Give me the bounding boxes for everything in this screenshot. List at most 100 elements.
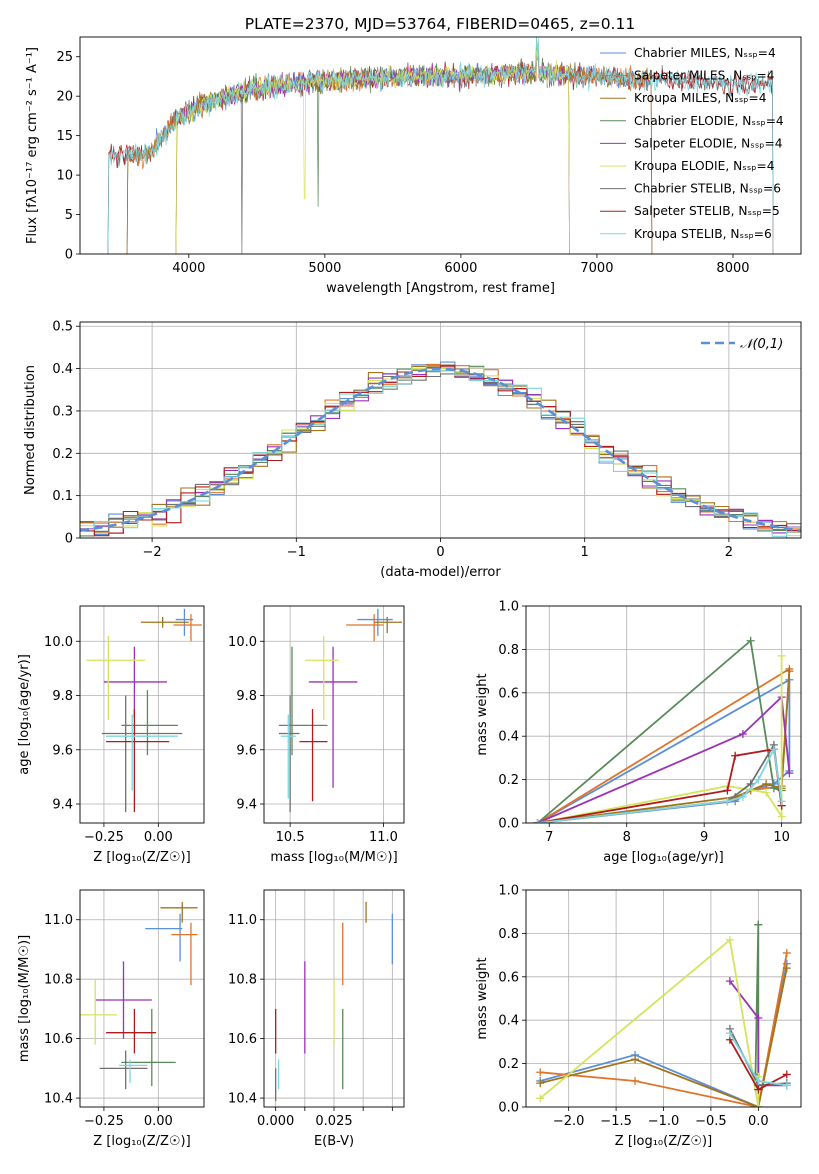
weight-series-line <box>537 746 783 823</box>
x-tick-label: 0.00 <box>144 1114 173 1129</box>
y-tick-label: 0.0 <box>498 1101 519 1116</box>
plot-area <box>107 37 774 254</box>
y-tick-label: 9.4 <box>52 798 73 813</box>
y-tick-label: 0.3 <box>52 404 73 419</box>
weight-vs-age-panel: 7 8 9 10 0.0 0.2 0.4 0.6 0.8 1.0 age [log₁₀(age/yr… <box>475 600 802 865</box>
weight-series-line <box>540 952 788 1107</box>
legend-label: Kroupa STELIB, Nₛₛₚ=6 <box>634 227 772 241</box>
weight-point-marker <box>762 779 771 788</box>
weight-point-marker <box>746 636 755 645</box>
x-axis-label: (data-model)/error <box>380 565 501 580</box>
x-tick-label: 2 <box>725 545 733 560</box>
grid-lines <box>80 890 204 1107</box>
plot-area <box>536 920 791 1107</box>
y-tick-label: 0.1 <box>52 489 73 504</box>
residual-histogram-panel: −2 −1 0 1 2 0 0.1 0.2 0.3 0.4 0.5 (data-model)/erro… <box>23 320 802 580</box>
y-tick-label: 10.0 <box>228 635 257 650</box>
y-tick-label: 0.5 <box>52 320 73 335</box>
weight-point-marker <box>725 1029 734 1038</box>
spectrum-series-line <box>107 37 774 254</box>
x-axis-label: Z [log₁₀(Z/Z☉)] <box>615 1134 712 1149</box>
y-tick-label: 11.0 <box>44 913 73 928</box>
axes-frame <box>525 889 802 1108</box>
weight-series-line <box>539 967 788 1107</box>
weight-point-marker <box>782 948 791 957</box>
legend-label: Chabrier ELODIE, Nₛₛₚ=4 <box>634 114 784 128</box>
legend-label: 𝒩(0,1) <box>740 337 783 352</box>
x-tick-label: 10.5 <box>276 830 305 845</box>
y-tick-label: 1.0 <box>498 884 519 899</box>
weight-point-marker <box>754 775 763 784</box>
plot-area <box>533 636 794 823</box>
x-axis-label: Z [log₁₀(Z/Z☉)] <box>93 1134 190 1149</box>
x-tick-label: 11.0 <box>369 830 398 845</box>
age-vs-mass-panel: 10.5 11.0 9.4 9.6 9.8 10.0 mass [log₁₀(M/M☉)] <box>228 605 405 865</box>
y-axis-label: mass weight <box>475 957 490 1039</box>
histogram-series-step <box>80 364 801 537</box>
mass-vs-ebv-panel: 0.000 0.025 10.4 10.6 10.8 11.0 E(B-V) <box>228 889 405 1149</box>
x-tick-label: −1.5 <box>600 1114 632 1129</box>
weight-point-marker <box>536 1068 545 1077</box>
weight-point-marker <box>738 792 747 801</box>
y-tick-label: 25 <box>56 50 73 65</box>
weight-point-marker <box>777 797 786 806</box>
x-tick-label: 0.00 <box>144 830 173 845</box>
y-tick-label: 0.2 <box>52 447 73 462</box>
x-tick-label: 5000 <box>308 261 341 276</box>
x-tick-label: 0.025 <box>315 1114 352 1129</box>
grid-lines <box>80 322 801 539</box>
x-axis-label: mass [log₁₀(M/M☉)] <box>270 850 397 865</box>
y-tick-label: 9.6 <box>236 743 257 758</box>
y-tick-label: 0.0 <box>498 817 519 832</box>
y-tick-label: 10.6 <box>44 1032 73 1047</box>
y-axis-label: Flux [fλ10⁻¹⁷ erg cm⁻² s⁻¹ A⁻¹] <box>25 47 40 244</box>
legend-label: Kroupa MILES, Nₛₛₚ=4 <box>634 91 767 105</box>
x-tick-label: 0.0 <box>748 1114 769 1129</box>
weight-point-marker <box>754 1103 763 1107</box>
weight-point-marker <box>777 812 786 821</box>
y-tick-label: 0.8 <box>498 927 519 942</box>
y-tick-label: 0.8 <box>498 643 519 658</box>
legend-label: Kroupa ELODIE, Nₛₛₚ=4 <box>634 159 775 173</box>
weight-point-marker <box>738 730 747 739</box>
x-tick-label: 0.000 <box>257 1114 294 1129</box>
weight-series-line <box>537 748 783 823</box>
y-axis-label: mass weight <box>475 673 490 755</box>
y-tick-label: 9.4 <box>236 798 257 813</box>
y-tick-label: 10.8 <box>228 973 257 988</box>
y-tick-label: 10.4 <box>228 1092 257 1107</box>
plot-area <box>80 901 198 1090</box>
x-tick-label: 7000 <box>580 261 613 276</box>
y-tick-label: 5 <box>65 208 73 223</box>
y-tick-label: 1.0 <box>498 600 519 615</box>
x-tick-label: −1.0 <box>648 1114 680 1129</box>
weight-point-marker <box>725 935 734 944</box>
plot-area <box>278 608 403 813</box>
y-tick-label: 0.6 <box>498 970 519 985</box>
y-tick-label: 10.0 <box>44 635 73 650</box>
y-axis-label: Normed distribution <box>23 365 38 495</box>
weight-point-marker <box>782 1070 791 1079</box>
weight-point-marker <box>762 788 771 797</box>
legend-label: Salpeter ELODIE, Nₛₛₚ=4 <box>634 136 783 150</box>
plot-area <box>275 901 393 1102</box>
x-tick-label: 9 <box>700 830 708 845</box>
legend-label: Chabrier STELIB, Nₛₛₚ=6 <box>634 182 781 196</box>
legend-label: Salpeter MILES, Nₛₛₚ=4 <box>634 69 775 83</box>
axes-frame <box>263 605 405 824</box>
weight-point-marker <box>731 751 740 760</box>
age-vs-metallicity-panel: −0.25 0.00 9.4 9.6 9.8 10.0 Z [log₁₀(Z/Z☉)] age… <box>17 605 205 865</box>
y-tick-label: 10.6 <box>228 1032 257 1047</box>
weight-point-marker <box>769 784 778 793</box>
weight-point-marker <box>631 1076 640 1085</box>
weight-point-marker <box>631 1055 640 1064</box>
axes-frame <box>79 605 205 824</box>
y-tick-label: 20 <box>56 90 73 105</box>
weight-point-marker <box>785 667 794 676</box>
x-axis-label: age [log₁₀(age/yr)] <box>603 850 724 865</box>
axes-frame <box>79 321 802 539</box>
weight-series-line <box>537 695 791 823</box>
y-tick-label: 0.2 <box>498 1057 519 1072</box>
normal-reference-curve <box>80 367 801 532</box>
x-tick-label: −0.5 <box>695 1114 727 1129</box>
